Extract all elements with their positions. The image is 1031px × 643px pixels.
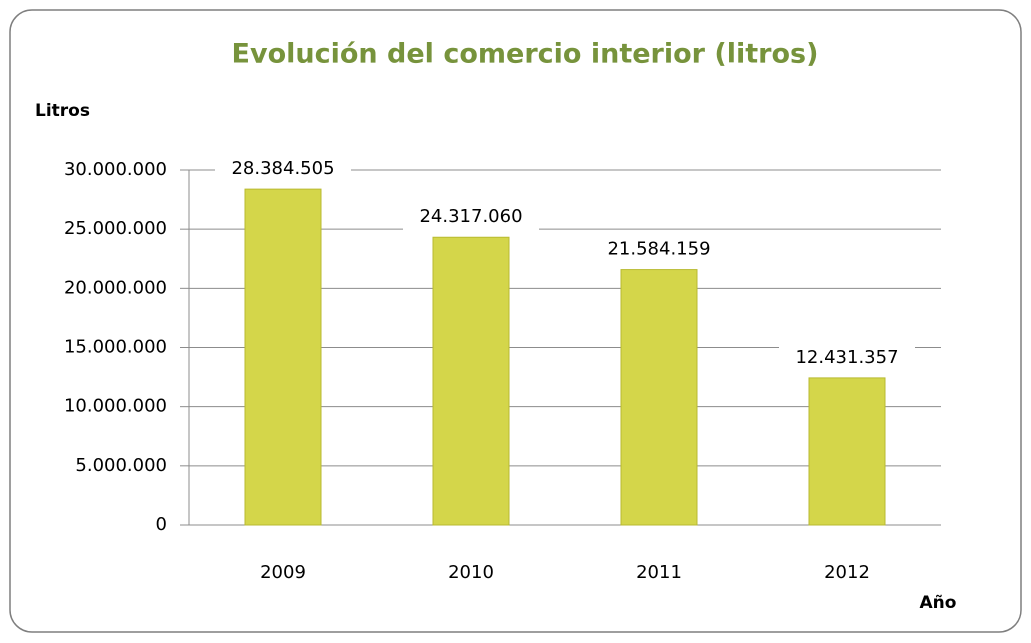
- value-label: 12.431.357: [795, 347, 898, 368]
- y-axis-label: Litros: [35, 101, 90, 121]
- y-tick-label: 15.000.000: [64, 337, 167, 358]
- bar: [808, 377, 886, 526]
- bar: [432, 236, 510, 526]
- bar: [620, 269, 698, 526]
- value-label: 21.584.159: [607, 239, 710, 260]
- y-tick-label: 10.000.000: [64, 396, 167, 417]
- value-label-bg: [215, 156, 351, 183]
- chart-title: Evolución del comercio interior (litros): [232, 39, 819, 70]
- x-tick-label: 2012: [824, 562, 870, 583]
- x-tick-label: 2010: [448, 562, 494, 583]
- value-label-bg: [591, 236, 727, 263]
- y-tick-label: 25.000.000: [64, 218, 167, 239]
- value-label-bg: [779, 344, 915, 371]
- y-tick-label: 30.000.000: [64, 159, 167, 180]
- value-label-bg: [403, 204, 539, 231]
- y-tick-label: 0: [156, 514, 167, 535]
- x-tick-label: 2011: [636, 562, 682, 583]
- value-label: 24.317.060: [419, 206, 522, 227]
- value-label: 28.384.505: [231, 158, 334, 179]
- y-tick-label: 20.000.000: [64, 277, 167, 298]
- x-axis-label: Año: [920, 593, 957, 613]
- chart-frame: [9, 9, 1022, 633]
- y-tick-label: 5.000.000: [75, 455, 167, 476]
- x-tick-label: 2009: [260, 562, 306, 583]
- bar: [244, 188, 322, 526]
